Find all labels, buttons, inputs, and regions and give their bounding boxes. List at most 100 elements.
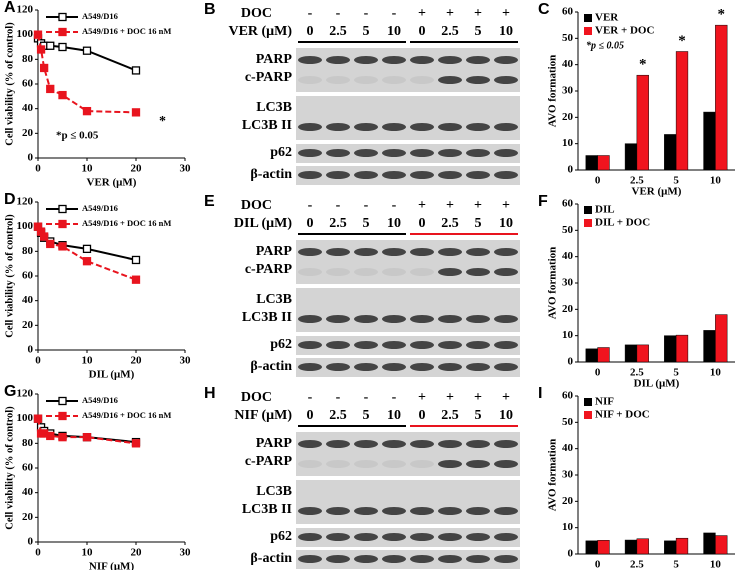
y-tick-label: 20 — [22, 127, 34, 139]
band — [382, 555, 406, 563]
band — [466, 315, 490, 323]
panel-label: F — [538, 193, 548, 210]
lane-label: - — [336, 390, 341, 405]
data-point — [82, 257, 92, 266]
band — [410, 171, 434, 179]
lane-label: 10 — [387, 216, 401, 231]
data-point — [46, 431, 55, 441]
lane-label: + — [446, 6, 454, 21]
panel-label: C — [538, 1, 550, 18]
lane-label: 2.5 — [329, 408, 347, 423]
legend-marker — [58, 396, 67, 406]
y-tick-label: 50 — [562, 416, 574, 428]
legend-swatch — [584, 398, 592, 406]
x-axis-title: DIL (μM) — [89, 369, 135, 381]
lane-label: - — [392, 390, 397, 405]
panel-label: E — [204, 193, 215, 210]
x-axis-title: VER (μM) — [87, 177, 137, 189]
band — [326, 460, 350, 468]
x-tick-label: 2.5 — [630, 559, 644, 570]
band — [326, 248, 350, 256]
y-tick-label: 80 — [22, 245, 34, 257]
bar — [675, 537, 689, 555]
band — [494, 363, 518, 371]
band — [354, 149, 378, 157]
lane-label: 10 — [387, 408, 401, 423]
lane-label: - — [364, 390, 369, 405]
x-tick-label: 0 — [595, 367, 601, 379]
band — [438, 533, 462, 541]
x-tick-label: 20 — [131, 355, 143, 367]
lane-label: 2.5 — [329, 216, 347, 231]
band — [466, 268, 490, 276]
data-point — [131, 275, 141, 284]
bar — [585, 155, 598, 171]
band — [326, 555, 350, 563]
band — [382, 76, 406, 84]
band — [382, 440, 406, 448]
lane-label: 5 — [363, 408, 370, 423]
band — [466, 460, 490, 468]
band-label: β-actin — [250, 551, 292, 566]
x-tick-label: 0 — [35, 547, 41, 559]
band — [326, 171, 350, 179]
band — [326, 507, 350, 515]
band-label: p62 — [270, 145, 292, 160]
y-axis-title: Cell viability (% of control) — [4, 406, 15, 530]
row-label: DOC — [241, 6, 272, 21]
y-tick-label: 120 — [17, 196, 34, 208]
row-label: NIF (μM) — [234, 408, 292, 423]
band — [494, 56, 518, 64]
significance-star: * — [678, 33, 686, 49]
band — [354, 440, 378, 448]
lane-label: + — [418, 390, 426, 405]
band — [298, 341, 322, 349]
band — [326, 315, 350, 323]
lane-label: 10 — [387, 24, 401, 39]
annotation: *p ≤ 0.05 — [56, 130, 99, 142]
y-tick-label: 10 — [562, 521, 574, 533]
y-tick-label: 10 — [562, 329, 574, 341]
blot-membrane — [296, 550, 520, 569]
blot-membrane — [296, 432, 520, 476]
band — [298, 363, 322, 371]
y-tick-label: 120 — [17, 4, 34, 16]
bar — [703, 330, 716, 363]
band — [494, 555, 518, 563]
y-tick-label: 20 — [562, 495, 574, 507]
lane-label: + — [418, 6, 426, 21]
x-tick-label: 5 — [673, 367, 679, 379]
band — [326, 268, 350, 276]
y-tick-label: 60 — [22, 78, 34, 90]
legend-label: NIF + DOC — [595, 409, 650, 421]
x-tick-label: 10 — [82, 547, 94, 559]
lane-label: 2.5 — [441, 24, 459, 39]
lane-label: 2.5 — [329, 24, 347, 39]
bar — [664, 335, 677, 363]
data-point — [58, 242, 67, 251]
y-axis-title: Cell viability (% of control) — [4, 214, 15, 338]
x-tick-label: 10 — [82, 163, 94, 175]
lane-label: 0 — [307, 24, 314, 39]
y-tick-label: 40 — [562, 58, 574, 70]
band-label: LC3B II — [242, 502, 292, 517]
bar — [624, 344, 638, 363]
y-tick-label: 0 — [28, 344, 34, 356]
band — [466, 533, 490, 541]
bar — [636, 344, 649, 363]
y-tick-label: 40 — [562, 442, 574, 454]
panel-label: H — [204, 385, 216, 402]
lane-label: + — [446, 390, 454, 405]
x-tick-label: 10 — [82, 355, 94, 367]
band — [382, 171, 406, 179]
data-point — [33, 30, 43, 39]
y-tick-label: 40 — [562, 250, 574, 262]
x-tick-label: 30 — [180, 355, 192, 367]
y-tick-label: 20 — [562, 111, 574, 123]
y-tick-label: 0 — [568, 548, 574, 560]
y-tick-label: 20 — [562, 303, 574, 315]
legend-label: A549/D16 + DOC 16 nM — [82, 26, 171, 36]
band — [298, 171, 322, 179]
band — [494, 507, 518, 515]
lane-label: 10 — [499, 408, 513, 423]
